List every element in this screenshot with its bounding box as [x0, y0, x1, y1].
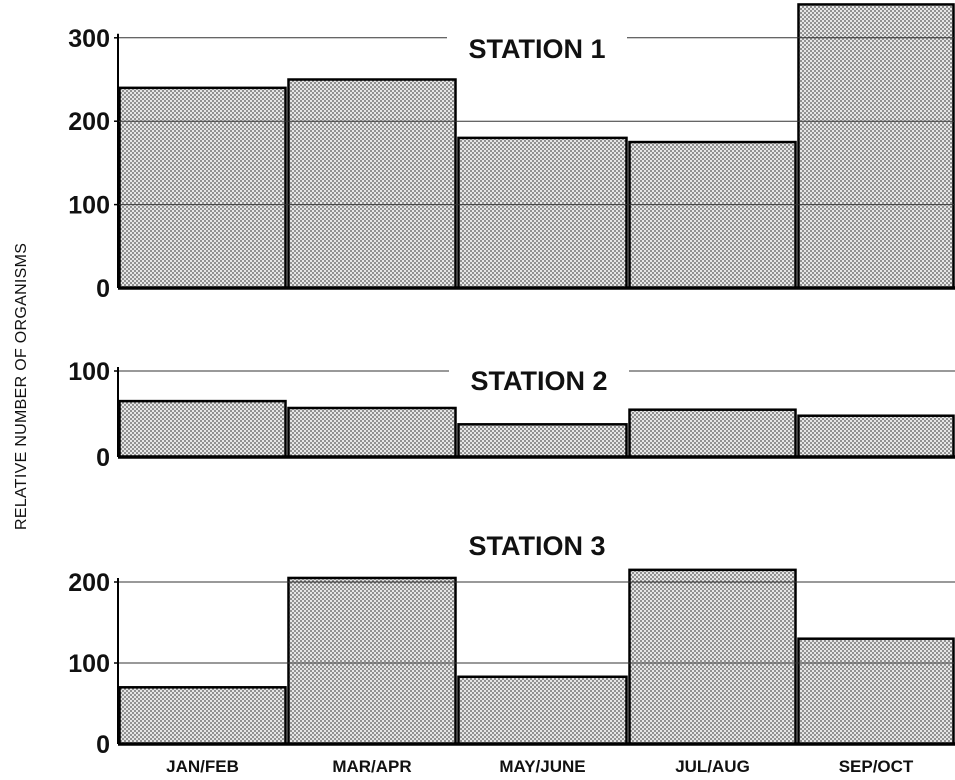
bar-jul-aug [628, 408, 797, 459]
y-tick-label: 100 [68, 192, 110, 220]
bar-mar-apr [287, 406, 457, 459]
y-tick-label: 0 [96, 444, 110, 472]
bar-may-june [457, 675, 628, 746]
x-tick-label: JUL/AUG [675, 757, 750, 776]
panel-station-3: 0 100 200 STATION 3 [68, 529, 955, 759]
panel-title-bg [447, 32, 627, 66]
bar-sep-oct [797, 637, 955, 746]
y-tick-label: 300 [68, 25, 110, 53]
x-tick-label: MAY/JUNE [499, 757, 585, 776]
x-tick-label: JAN/FEB [166, 757, 239, 776]
y-tick-label: 200 [68, 108, 110, 136]
y-axis-label: RELATIVE NUMBER OF ORGANISMS [13, 243, 30, 530]
x-tick-label: SEP/OCT [839, 757, 914, 776]
bar-may-june [457, 136, 628, 290]
bar-jul-aug [628, 140, 797, 290]
bar-may-june [457, 423, 628, 459]
bar-jul-aug [628, 568, 797, 746]
y-tick-label: 200 [68, 569, 110, 597]
y-tick-label: 100 [68, 650, 110, 678]
panel-station-2: 0 100 STATION 2 [68, 358, 955, 472]
panel-title: STATION 1 [468, 34, 605, 64]
bar-mar-apr [287, 78, 457, 290]
bar-jan-feb [118, 399, 287, 459]
x-tick-label: MAR/APR [332, 757, 411, 776]
bar-sep-oct [797, 3, 955, 290]
y-tick-label: 0 [96, 731, 110, 759]
bar-jan-feb [118, 86, 287, 290]
panel-title: STATION 3 [468, 531, 605, 561]
panel-title-bg [447, 529, 627, 563]
bar-mar-apr [287, 576, 457, 746]
y-tick-label: 0 [96, 275, 110, 303]
chart-panels: 0 100 200 300 STATION 1 0 100 STATION 2 0 100 200 S… [68, 3, 955, 759]
bar-jan-feb [118, 686, 287, 746]
panel-station-1: 0 100 200 300 STATION 1 [68, 3, 955, 303]
bar-sep-oct [797, 414, 955, 459]
y-tick-label: 100 [68, 358, 110, 386]
panel-title-bg [449, 364, 629, 398]
category-labels: JAN/FEB MAR/APR MAY/JUNE JUL/AUG SEP/OCT [166, 757, 914, 776]
panel-title: STATION 2 [470, 366, 607, 396]
